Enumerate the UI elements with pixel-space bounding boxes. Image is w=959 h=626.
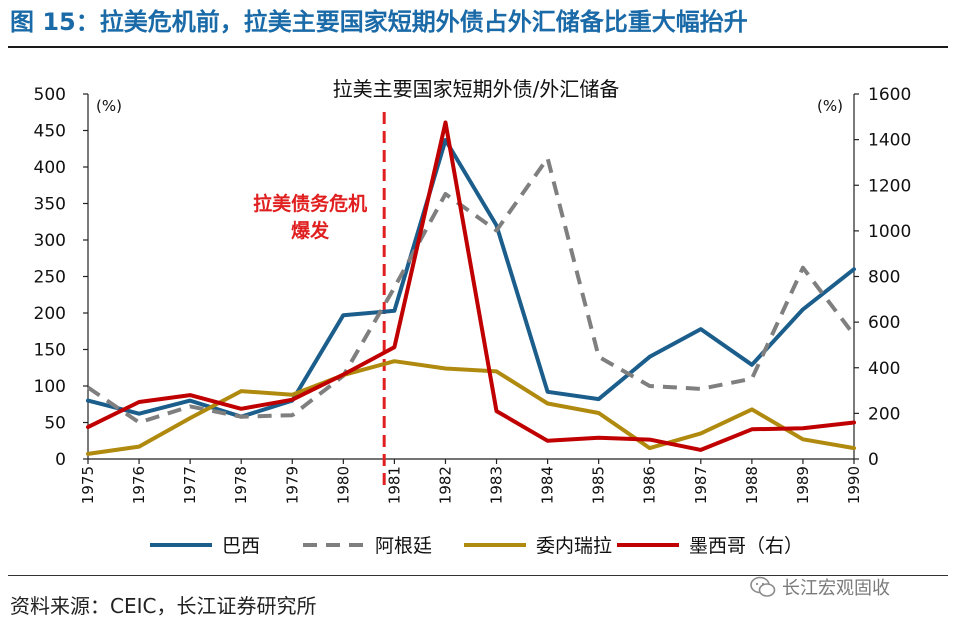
watermark-text: 长江宏观固收	[782, 578, 890, 599]
x-axis-tick-label: 1975	[79, 466, 97, 504]
title-divider	[8, 46, 948, 48]
x-axis-tick-label: 1976	[130, 466, 148, 504]
x-axis-tick-label: 1988	[743, 466, 761, 504]
right-axis-tick-label: 200	[868, 404, 900, 424]
footer-divider	[8, 575, 948, 576]
left-axis-tick-label: 0	[55, 450, 66, 470]
x-axis: 1975 1976 1977 1978 1979 1980 1981 1982 1983 1984…	[79, 458, 863, 504]
legend-label-1: 阿根廷	[375, 535, 432, 557]
left-axis-tick-label: 400	[34, 158, 66, 178]
left-axis-tick-label: 200	[34, 304, 66, 324]
legend: 巴西 阿根廷 委内瑞拉 墨西哥（右）	[150, 535, 803, 557]
right-axis-tick-label: 0	[868, 450, 879, 470]
left-axis-tick-label: 350	[34, 195, 66, 215]
left-axis-unit: (%)	[96, 97, 122, 115]
x-axis-tick-label: 1979	[283, 466, 301, 504]
watermark: 长江宏观固收	[750, 574, 890, 600]
crisis-annotation: 拉美债务危机爆发	[253, 192, 367, 242]
series-line-1	[86, 156, 856, 425]
x-axis-tick-label: 1980	[334, 466, 352, 504]
left-axis-tick-label: 50	[44, 414, 66, 434]
right-axis-tick-label: 1600	[868, 85, 911, 105]
wechat-icon	[750, 576, 776, 597]
left-axis-tick-label: 250	[34, 268, 66, 288]
x-axis-tick-label: 1987	[692, 466, 710, 504]
left-axis-tick-label: 100	[34, 377, 66, 397]
legend-label-0: 巴西	[222, 535, 260, 557]
x-axis-tick-label: 1986	[641, 466, 659, 504]
right-axis-tick-label: 1200	[868, 176, 911, 196]
left-axis-tick-label: 450	[34, 122, 66, 142]
series-line-2	[86, 359, 856, 456]
right-axis-tick-label: 600	[868, 313, 900, 333]
left-axis-tick-label: 150	[34, 341, 66, 361]
right-y-axis: 0 200 400 600 800 1000 1200 1400 1600	[853, 85, 911, 470]
x-axis-tick-label: 1981	[385, 466, 403, 504]
x-axis-tick-label: 1983	[488, 466, 506, 504]
series-line-3	[86, 120, 856, 452]
x-axis-tick-label: 1978	[232, 466, 250, 504]
legend-label-3: 墨西哥（右）	[689, 535, 803, 557]
x-axis-tick-label: 1977	[181, 466, 199, 504]
legend-label-2: 委内瑞拉	[536, 535, 612, 557]
right-axis-tick-label: 1400	[868, 131, 911, 151]
line-chart: 拉美主要国家短期外债/外汇储备 (%) (%) 0 50 100 150 200 250 3…	[34, 77, 912, 557]
x-axis-tick-label: 1989	[794, 466, 812, 504]
source-note: 资料来源：CEIC，长江证券研究所	[10, 594, 317, 618]
x-axis-tick-label: 1982	[436, 466, 454, 504]
right-axis-tick-label: 400	[868, 359, 900, 379]
right-axis-tick-label: 800	[868, 268, 900, 288]
x-axis-tick-label: 1990	[845, 466, 863, 504]
series-line-0	[86, 138, 856, 419]
right-axis-unit: (%)	[817, 97, 843, 115]
left-axis-tick-label: 500	[34, 85, 66, 105]
figure-title: 图 15：拉美危机前，拉美主要国家短期外债占外汇储备比重大幅抬升	[10, 8, 748, 36]
right-axis-tick-label: 1000	[868, 222, 911, 242]
chart-title: 拉美主要国家短期外债/外汇储备	[333, 77, 620, 101]
x-axis-tick-label: 1985	[590, 466, 608, 504]
series-lines	[86, 120, 856, 456]
x-axis-tick-label: 1984	[539, 466, 557, 504]
left-axis-tick-label: 300	[34, 231, 66, 251]
left-y-axis: 0 50 100 150 200 250 300 350 400 450 500	[34, 85, 89, 470]
